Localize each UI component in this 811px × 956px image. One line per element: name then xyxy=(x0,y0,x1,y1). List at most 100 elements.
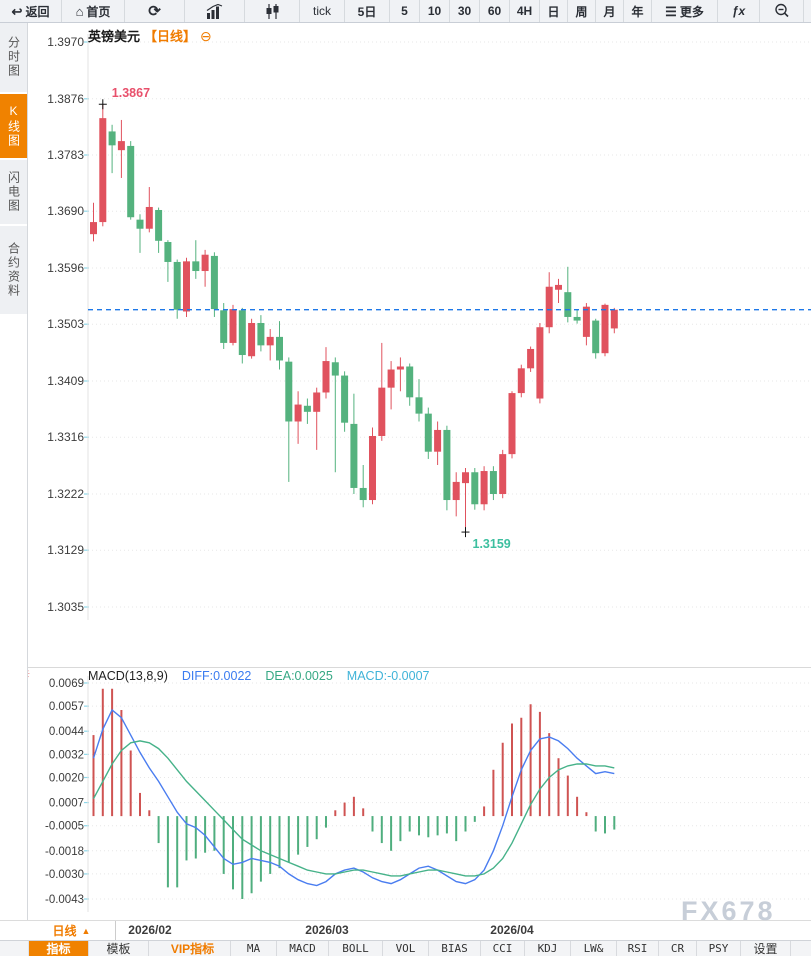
indicator-vol[interactable]: VOL xyxy=(383,941,429,956)
left-sidebar: 分时图 K线图 闪电图 合约资料 xyxy=(0,22,28,920)
more-button[interactable]: ☰ 更多 xyxy=(652,0,718,22)
period-10-label: 10 xyxy=(427,4,442,18)
candle xyxy=(443,425,451,511)
tab-indicators[interactable]: 指标 xyxy=(29,941,89,956)
period-week-label: 周 xyxy=(575,4,588,19)
candle xyxy=(266,329,274,361)
candle xyxy=(489,466,497,501)
sidebar-tab-timeshare-label: 分时图 xyxy=(6,36,21,78)
svg-text:1.3222: 1.3222 xyxy=(47,487,84,501)
svg-text:1.3783: 1.3783 xyxy=(47,148,84,162)
xaxis-date: 2026/02 xyxy=(128,923,172,937)
candle xyxy=(173,259,181,319)
candle xyxy=(210,252,218,317)
indicator-ma[interactable]: MA xyxy=(231,941,277,956)
tab-vip-indicators[interactable]: VIP指标 xyxy=(155,941,231,956)
indicator-rsi[interactable]: RSI xyxy=(617,941,659,956)
macd-dea-value: DEA:0.0025 xyxy=(265,669,333,683)
indicator-bias[interactable]: BIAS xyxy=(429,941,481,956)
candle xyxy=(480,466,488,511)
candles xyxy=(90,104,618,533)
period-selector-label: 日线 xyxy=(52,924,77,938)
candle xyxy=(322,347,330,399)
price-chart-canvas: 1.3970 1.3876 1.3783 1.3690 1.3596 1.3503 1.34… xyxy=(47,34,811,620)
period-60-label: 60 xyxy=(487,4,502,18)
candle xyxy=(378,342,386,441)
period-week-button[interactable]: 周 xyxy=(568,0,596,22)
indicator-kdj[interactable]: KDJ xyxy=(525,941,571,956)
sidebar-tab-kline[interactable]: K线图 xyxy=(0,94,27,160)
candle xyxy=(155,207,163,253)
price-chart[interactable]: 1.3970 1.3876 1.3783 1.3690 1.3596 1.3503 1.34… xyxy=(28,22,811,668)
period-10-button[interactable]: 10 xyxy=(420,0,450,22)
bar-chart-icon xyxy=(206,3,224,19)
back-button[interactable]: ↩ 返回 xyxy=(0,0,62,22)
hamburger-icon: ☰ xyxy=(665,3,677,19)
candle xyxy=(192,240,200,279)
period-4h-label: 4H xyxy=(516,4,533,18)
indicator-cr[interactable]: CR xyxy=(659,941,697,956)
bottom-toolbar: 指标 模板 VIP指标 MA MACD BOLL VOL BIAS CCI KD… xyxy=(0,940,811,956)
svg-text:-0.0043: -0.0043 xyxy=(45,894,84,906)
indicator-cci[interactable]: CCI xyxy=(481,941,525,956)
period-4h-button[interactable]: 4H xyxy=(510,0,540,22)
period-30-button[interactable]: 30 xyxy=(450,0,480,22)
tab-templates[interactable]: 模板 xyxy=(89,941,149,956)
extreme-markers: 1.3867 1.3159 xyxy=(98,86,511,551)
settings-button[interactable]: 设置 xyxy=(741,941,791,956)
home-button[interactable]: ⌂ 首页 xyxy=(62,0,125,22)
sidebar-tab-timeshare[interactable]: 分时图 xyxy=(0,22,27,94)
macd-header: MACD(13,8,9) DIFF:0.0022 DEA:0.0025 MACD… xyxy=(88,669,429,683)
top-toolbar: ↩ 返回 ⌂ 首页 ⟳ xyxy=(0,0,811,23)
refresh-button[interactable]: ⟳ xyxy=(125,0,185,22)
indicator-boll[interactable]: BOLL xyxy=(329,941,383,956)
period-day-button[interactable]: 日 xyxy=(540,0,568,22)
period-selector[interactable]: 日线 ▲ xyxy=(28,921,116,940)
period-5day-button[interactable]: 5日 xyxy=(345,0,390,22)
period-year-button[interactable]: 年 xyxy=(624,0,652,22)
period-tag: 【日线】 xyxy=(144,29,197,44)
zoom-in-button[interactable] xyxy=(804,0,811,22)
candle xyxy=(127,141,135,220)
macd-chart[interactable]: 0.0069 0.0057 0.0044 0.0032 0.0020 0.0007 -0.0… xyxy=(28,668,811,920)
candle xyxy=(313,387,321,450)
bar-chart-button[interactable] xyxy=(185,0,245,22)
candle xyxy=(248,318,256,359)
indicator-macd[interactable]: MACD xyxy=(277,941,329,956)
fx-icon: ƒx xyxy=(731,4,746,18)
diff-line xyxy=(92,708,615,887)
candle xyxy=(545,272,553,334)
candle xyxy=(601,303,609,357)
sidebar-tab-lightning[interactable]: 闪电图 xyxy=(0,160,27,226)
period-60-button[interactable]: 60 xyxy=(480,0,510,22)
candle xyxy=(117,119,125,178)
fx678-watermark: FX678 xyxy=(681,896,776,926)
candle xyxy=(573,309,581,324)
fx-indicator-button[interactable]: ƒx xyxy=(718,0,760,22)
candle xyxy=(90,202,97,242)
period-month-label: 月 xyxy=(603,4,616,19)
candle xyxy=(452,472,460,517)
candle xyxy=(350,393,358,494)
collapse-icon[interactable]: ⊖ xyxy=(200,27,212,44)
candle xyxy=(527,346,535,372)
indicator-lwr[interactable]: LW& xyxy=(571,941,617,956)
period-month-button[interactable]: 月 xyxy=(596,0,624,22)
period-5-button[interactable]: 5 xyxy=(390,0,420,22)
svg-text:1.3159: 1.3159 xyxy=(473,537,511,551)
candle xyxy=(164,240,172,282)
back-label: 返回 xyxy=(25,4,50,19)
tick-button[interactable]: tick xyxy=(300,0,345,22)
candle xyxy=(238,307,246,364)
indicator-psy[interactable]: PSY xyxy=(697,941,741,956)
zoom-out-button[interactable] xyxy=(760,0,804,22)
candle xyxy=(536,322,544,404)
svg-text:-0.0018: -0.0018 xyxy=(45,846,84,858)
candle xyxy=(257,315,265,352)
symbol-name: 英镑美元 xyxy=(88,29,141,44)
period-day-label: 日 xyxy=(547,4,560,19)
candlestick-button[interactable] xyxy=(245,0,300,22)
svg-text:0.0032: 0.0032 xyxy=(49,749,84,761)
sidebar-tab-contract-info[interactable]: 合约资料 xyxy=(0,226,27,316)
